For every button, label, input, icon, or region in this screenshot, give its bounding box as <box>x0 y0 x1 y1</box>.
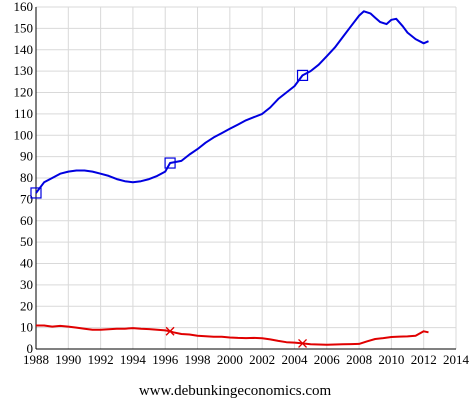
x-tick-label: 2002 <box>249 352 275 367</box>
y-tick-label: 160 <box>14 0 34 14</box>
y-tick-label: 90 <box>20 149 33 164</box>
series-0-marker <box>30 187 42 199</box>
y-tick-label: 30 <box>20 277 33 292</box>
y-tick-label: 120 <box>14 85 34 100</box>
y-tick-label: 100 <box>14 127 34 142</box>
y-tick-label: 0 <box>27 341 34 356</box>
source-url: www.debunkingeconomics.com <box>138 383 332 399</box>
x-tick-label: 1988 <box>23 352 49 367</box>
series-0-marker <box>164 157 176 169</box>
x-tick-label: 2008 <box>346 352 372 367</box>
x-tick-label: 1992 <box>88 352 114 367</box>
y-tick-label: 50 <box>20 234 33 249</box>
y-tick-label: 70 <box>20 191 33 206</box>
x-tick-label: 2004 <box>281 352 308 367</box>
series-1-marker <box>298 338 308 348</box>
x-tick-label: 2014 <box>443 352 470 367</box>
x-tick-label: 2010 <box>378 352 404 367</box>
y-tick-label: 40 <box>20 256 33 271</box>
series-0-line <box>35 10 429 194</box>
y-tick-label: 10 <box>20 320 33 335</box>
x-tick-label: 1990 <box>55 352 81 367</box>
x-tick-label: 2000 <box>217 352 243 367</box>
x-tick-label: 1998 <box>185 352 211 367</box>
series-0-marker <box>296 69 309 82</box>
x-tick-label: 2006 <box>314 352 341 367</box>
y-tick-label: 20 <box>20 298 33 313</box>
y-tick-label: 150 <box>14 20 34 35</box>
y-tick-label: 130 <box>14 63 34 78</box>
series-1-line <box>36 324 429 346</box>
series-1-marker <box>165 326 175 336</box>
x-tick-label: 1994 <box>120 352 147 367</box>
x-tick-label: 1996 <box>152 352 179 367</box>
y-tick-label: 80 <box>20 170 33 185</box>
y-tick-label: 110 <box>14 106 33 121</box>
y-tick-label: 60 <box>20 213 33 228</box>
y-tick-label: 140 <box>14 42 34 57</box>
x-tick-label: 2012 <box>411 352 437 367</box>
